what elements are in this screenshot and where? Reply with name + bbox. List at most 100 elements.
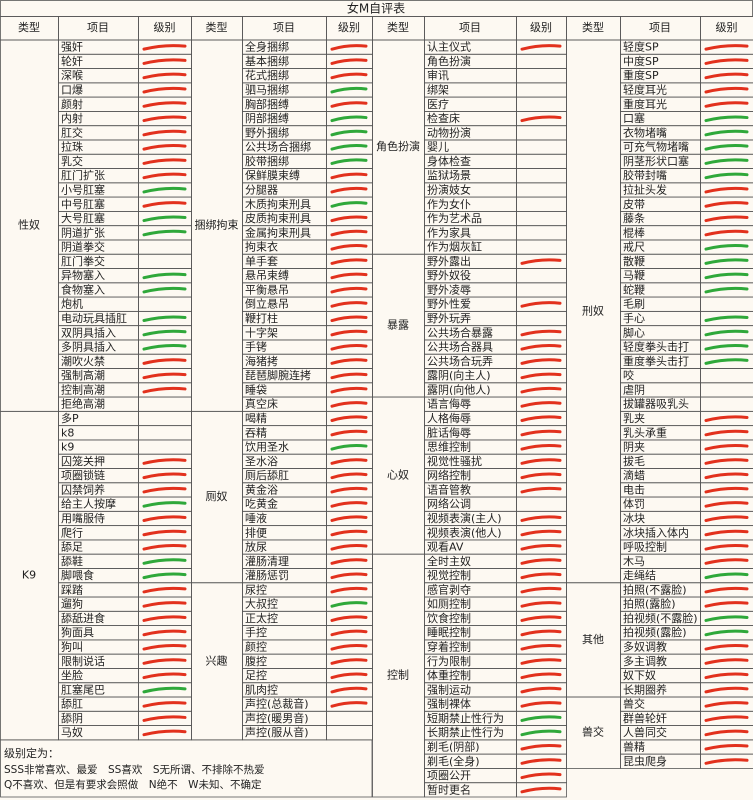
item-label: 饮用圣水 [245,441,289,454]
item-label: 电击 [623,483,645,496]
item-label: 棍棒 [623,225,645,239]
level-mark [520,372,562,380]
item-label: 重度拳头击打 [623,354,689,368]
item-label: 作为女仆 [427,197,471,211]
level-mark [330,643,368,651]
level-mark [704,529,749,537]
level-mark [142,629,187,637]
item-label: 露阴(向他人) [427,382,491,396]
item-label: 肛交 [61,125,83,139]
item-label: 冰块 [623,512,645,525]
level-mark [142,529,187,537]
item-label: 囚禁饲养 [61,482,105,496]
item-label: 声控(总裁音) [245,697,309,711]
level-mark [142,86,187,94]
item-label: 全时主奴 [427,554,471,568]
item-label: 如厕控制 [427,597,471,611]
type-label: 刑奴 [582,303,604,317]
type-label: 性奴 [18,218,40,232]
level-mark [330,129,368,137]
item-label: 舔肛 [61,698,83,711]
level-mark [142,286,187,294]
level-mark [142,686,187,694]
level-mark [520,558,562,565]
level-mark [330,586,368,594]
item-label: 拍照(不露脸) [623,582,687,596]
item-label: 潮吹火禁 [61,354,105,368]
item-label: 观看AV [427,540,464,554]
level-mark [704,329,749,337]
level-mark [142,329,187,337]
header-label: 项目 [459,21,481,34]
item-label: 皮质拘束刑具 [245,211,311,225]
level-cell [516,239,567,255]
level-mark [520,529,562,537]
level-mark [520,344,562,351]
level-mark [704,272,749,280]
level-mark [520,444,562,451]
header-label: 级别 [338,21,360,34]
header-label: 项目 [649,21,671,34]
item-label: 木质拘束刑具 [245,197,311,211]
item-label: 舔舐进食 [61,611,105,625]
item-label: 喝精 [245,412,267,425]
item-label: 监狱场景 [427,168,471,182]
item-label: 肛门拳交 [61,254,105,268]
item-label: 扮演妓女 [427,182,471,196]
level-mark [520,329,562,337]
item-label: 穿着控制 [427,640,471,654]
item-label: 遛狗 [61,597,83,611]
item-label: 重度SP [623,68,659,82]
item-label: 驷马捆绑 [245,82,289,96]
item-label: 舔阴 [61,712,83,725]
item-label: 阴部捆缚 [245,111,289,125]
item-label: 饮食控制 [427,611,471,625]
level-mark [142,558,187,565]
item-label: 拔毛 [623,454,645,468]
item-label: k9 [61,441,74,454]
item-label: 冰块插入体内 [623,525,689,539]
level-cell [516,196,567,212]
header-label: 项目 [87,21,109,34]
level-mark [330,58,368,65]
level-mark [704,215,749,223]
item-label: 兽交 [623,697,645,711]
item-label: 虐阴 [623,383,645,396]
item-label: 短期禁止性行为 [427,711,504,725]
item-label: 乳头承重 [623,425,667,439]
level-mark [330,158,368,165]
level-mark [330,458,368,465]
level-mark [142,658,187,665]
item-label: 野外玩弄 [427,312,471,325]
item-label: 重度耳光 [623,97,667,111]
item-label: 脚心 [623,325,645,339]
item-label: 脏话侮辱 [427,425,471,439]
item-label: 多P [61,411,79,425]
level-mark [704,458,749,465]
item-label: 坐脸 [61,668,83,682]
level-cell [700,753,753,769]
item-label: 中号肛塞 [61,197,105,211]
item-label: 乳夹 [623,412,645,425]
item-label: 给主人按摩 [61,497,116,511]
level-mark [142,501,187,508]
level-mark [520,643,562,651]
level-mark [520,786,562,794]
item-label: 作为家具 [427,225,471,239]
level-mark [330,529,368,537]
level-mark [142,543,187,551]
level-mark [330,44,368,51]
level-cell [516,53,567,69]
level-mark [142,215,187,223]
type-label: 兽交 [582,725,604,739]
level-cell [700,368,753,384]
level-mark [330,358,368,365]
item-label: 长期禁止性行为 [427,725,504,739]
level-mark [704,429,749,437]
level-mark [142,515,187,522]
level-mark [704,244,749,251]
level-mark [330,572,368,580]
level-mark [142,486,187,494]
level-mark [330,386,368,394]
